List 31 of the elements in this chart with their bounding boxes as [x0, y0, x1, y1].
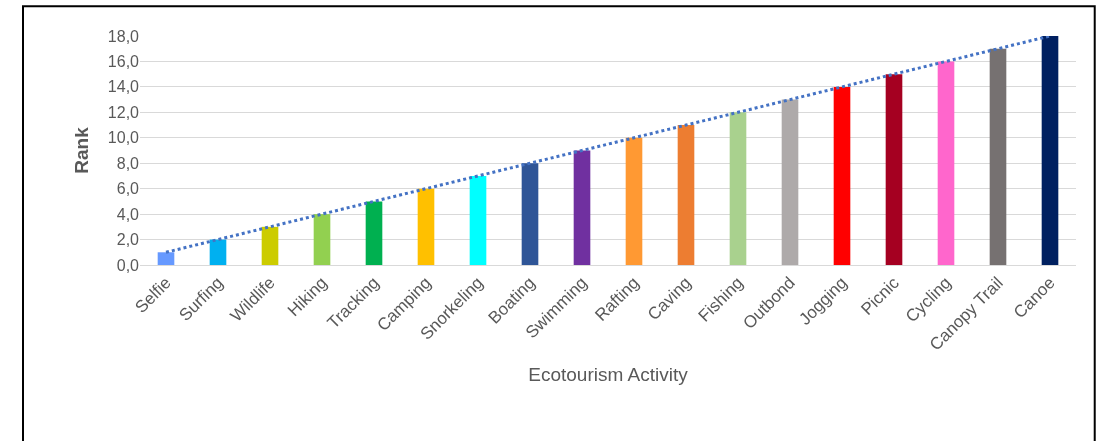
- y-tick-label: 0,0: [116, 256, 140, 274]
- y-tick-label: 2,0: [116, 231, 140, 249]
- bar: [521, 163, 539, 265]
- bar: [469, 175, 487, 265]
- bar: [937, 61, 955, 265]
- bar: [573, 150, 591, 265]
- bar: [729, 112, 747, 265]
- bar: [885, 74, 903, 265]
- y-tick-label: 4,0: [116, 205, 140, 223]
- y-axis-title: Rank: [70, 126, 92, 174]
- bar: [209, 239, 227, 265]
- line-series: [164, 36, 1052, 254]
- bar: [833, 86, 851, 265]
- y-tick-label: 18,0: [107, 27, 140, 45]
- bar: [261, 226, 279, 265]
- y-tick-label: 10,0: [107, 129, 140, 147]
- x-axis-title: Ecotourism Activity: [528, 364, 689, 386]
- bar: [781, 99, 799, 265]
- y-tick-label: 14,0: [107, 78, 140, 96]
- y-tick-label: 16,0: [107, 53, 140, 71]
- bar: [365, 201, 383, 265]
- bar: [313, 214, 331, 265]
- bar: [989, 48, 1007, 265]
- bar: [677, 125, 695, 265]
- y-tick-label: 6,0: [116, 180, 140, 198]
- bar: [1041, 36, 1059, 265]
- bar: [417, 188, 435, 265]
- y-tick-label: 12,0: [107, 103, 140, 121]
- bar: [625, 137, 643, 265]
- bar: [157, 252, 175, 265]
- y-tick-label: 8,0: [116, 154, 140, 172]
